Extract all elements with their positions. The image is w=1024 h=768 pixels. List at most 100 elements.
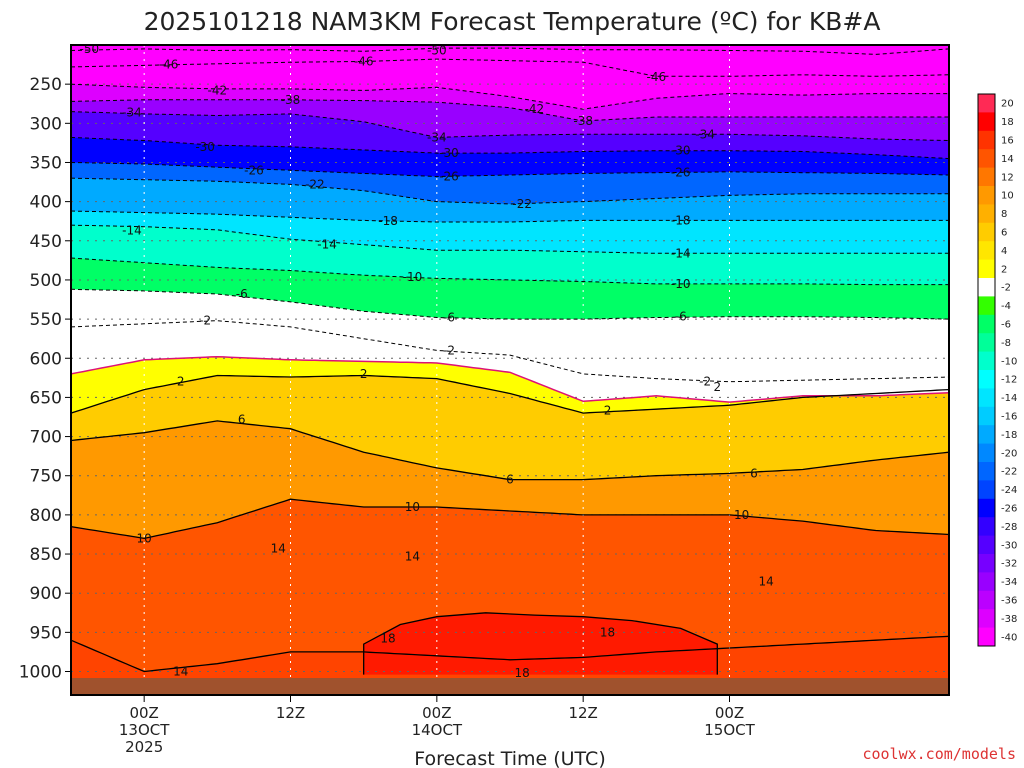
- contour-18: [363, 612, 718, 675]
- y-tick-label: 350: [30, 153, 62, 173]
- contour-label-10: 10: [137, 531, 152, 545]
- y-tick-label: 750: [30, 467, 62, 487]
- colorbar-label: 12: [1001, 172, 1014, 183]
- contour-label--46: -46: [159, 58, 179, 72]
- colorbar-label: 20: [1001, 99, 1014, 110]
- colorbar-swatch: [978, 388, 995, 408]
- contour-0: [71, 355, 949, 403]
- colorbar-label: -36: [1001, 596, 1017, 607]
- colorbar-label: 16: [1001, 136, 1014, 147]
- colorbar-label: 4: [1001, 246, 1007, 257]
- colorbar-swatch: [978, 554, 995, 573]
- x-tick-label: 00Z: [422, 704, 451, 722]
- colorbar-swatch: [978, 609, 995, 629]
- band-warm-core: [363, 612, 718, 675]
- x-tick-label: 14OCT: [412, 721, 463, 739]
- colorbar-swatch: [978, 572, 995, 592]
- x-axis-label: Forecast Time (UTC): [414, 748, 605, 768]
- colorbar-swatch: [978, 167, 995, 187]
- contour-label-6: 6: [750, 466, 758, 480]
- contour--50: [71, 47, 949, 55]
- colorbar-swatch: [978, 406, 995, 426]
- y-tick-label: 400: [30, 193, 62, 213]
- y-tick-label: 550: [30, 310, 62, 330]
- y-tick-label: 450: [30, 232, 62, 252]
- contour-label-6: 6: [506, 473, 514, 487]
- contour-label--46: -46: [354, 54, 374, 68]
- ground-layer: [71, 678, 949, 695]
- contour-label--6: -6: [443, 311, 455, 325]
- colorbar-swatch: [978, 222, 995, 242]
- contour-label--42: -42: [208, 83, 228, 97]
- colorbar-label: -6: [1001, 320, 1011, 331]
- contour-10: [71, 498, 949, 540]
- contour-label--42: -42: [525, 102, 545, 116]
- contour-label--26: -26: [439, 170, 459, 184]
- colorbar-label: -30: [1001, 540, 1017, 551]
- x-tick-label: 12Z: [568, 704, 597, 722]
- contour-label--30: -30: [671, 144, 691, 158]
- y-tick-label: 950: [30, 623, 62, 643]
- contour--18: [71, 210, 949, 223]
- contour-14: [71, 635, 949, 673]
- contour-label-14: 14: [405, 549, 420, 563]
- colorbar-label: -10: [1001, 356, 1017, 367]
- contour-label--38: -38: [281, 93, 301, 107]
- contour-2: [71, 374, 949, 414]
- colorbar-label: -14: [1001, 393, 1017, 404]
- contour-label-14: 14: [173, 665, 188, 679]
- y-tick-label: 600: [30, 349, 62, 369]
- x-tick-label: 15OCT: [704, 721, 755, 739]
- colorbar-swatch: [978, 517, 995, 537]
- y-tick-label: 900: [30, 584, 62, 604]
- colorbar-swatch: [978, 627, 995, 647]
- colorbar-swatch: [978, 443, 995, 463]
- contour-label--22: -22: [512, 197, 532, 211]
- colorbar-label: 8: [1001, 209, 1007, 220]
- colorbar-swatch: [978, 259, 995, 279]
- colorbar-swatch: [978, 112, 995, 132]
- contour-label-6: 6: [238, 412, 246, 426]
- x-tick-label: 12Z: [276, 704, 305, 722]
- colorbar-label: -2: [1001, 283, 1011, 294]
- colorbar-label: -34: [1001, 577, 1017, 588]
- contour-label--2: -2: [443, 343, 455, 357]
- contour-label-10: 10: [734, 508, 749, 522]
- contour-label--18: -18: [378, 214, 398, 228]
- band-above--50: [71, 45, 949, 55]
- contour-label--6: -6: [675, 310, 687, 324]
- colorbar-swatch: [978, 351, 995, 371]
- colorbar-swatch: [978, 498, 995, 518]
- colorbar-swatch: [978, 535, 995, 555]
- contour-label--2: -2: [699, 375, 711, 389]
- colorbar-swatch: [978, 278, 995, 297]
- colorbar-swatch: [978, 370, 995, 389]
- contour-label-18: 18: [380, 632, 395, 646]
- colorbar-swatch: [978, 186, 995, 205]
- chart-title: 2025101218 NAM3KM Forecast Temperature (…: [144, 7, 881, 36]
- colorbar-label: -20: [1001, 448, 1017, 459]
- contour-label--26: -26: [244, 163, 264, 177]
- colorbar-swatch: [978, 130, 995, 150]
- colorbar-swatch: [978, 425, 995, 445]
- colorbar-label: -12: [1001, 375, 1017, 386]
- colorbar-label: -40: [1001, 632, 1017, 643]
- contour--34: [71, 111, 949, 141]
- colorbar-label: -16: [1001, 412, 1017, 423]
- colorbar-label: -8: [1001, 338, 1011, 349]
- contour-6: [71, 420, 949, 481]
- contour-label-2: 2: [360, 367, 368, 381]
- contour-labels: -50 -50-46 -46-46-42-42-38-38-34-34 -34-30-…: [79, 42, 773, 680]
- contour-label-14: 14: [758, 574, 773, 588]
- source-credit[interactable]: coolwx.com/models: [862, 745, 1016, 763]
- colorbar-swatch: [978, 333, 995, 353]
- x-tick-label: 00Z: [715, 704, 744, 722]
- contour-label--10: -10: [671, 277, 691, 291]
- y-tick-label: 700: [30, 428, 62, 448]
- colorbar-label: -28: [1001, 522, 1017, 533]
- contour-label--2: -2: [199, 314, 211, 328]
- colorbar-swatch: [978, 590, 995, 610]
- plot-frame: [70, 44, 950, 696]
- contour-label-18: 18: [515, 666, 530, 680]
